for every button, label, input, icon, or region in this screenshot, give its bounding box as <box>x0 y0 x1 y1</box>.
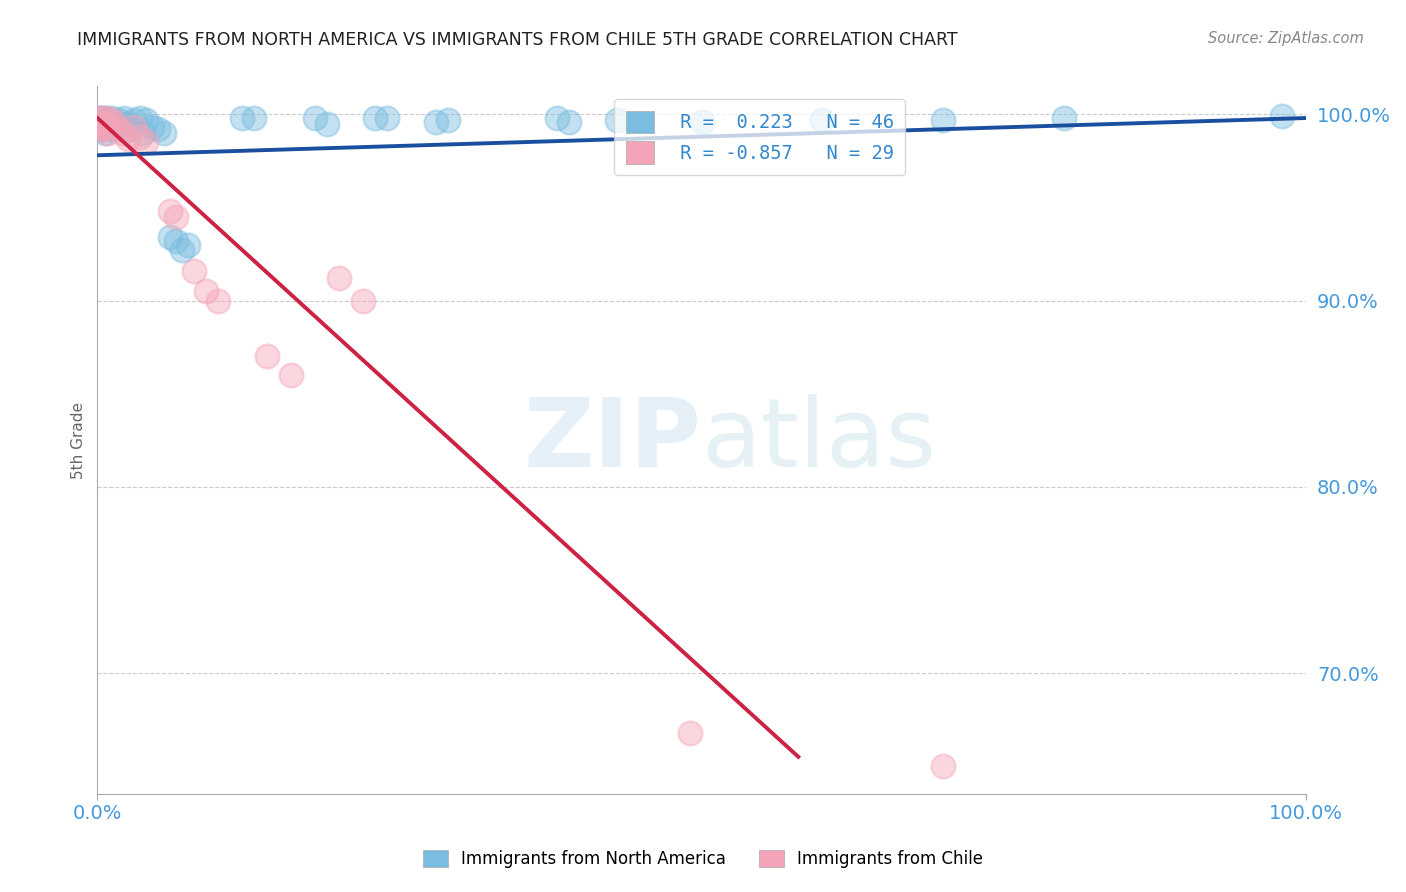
Point <box>110 117 132 131</box>
Text: ZIP: ZIP <box>524 393 702 487</box>
Point <box>101 112 124 127</box>
Point <box>122 120 145 135</box>
Point <box>104 120 127 135</box>
Point <box>101 117 124 131</box>
Point <box>132 126 155 140</box>
Point <box>104 117 127 131</box>
Point <box>135 135 157 149</box>
Point <box>159 204 181 219</box>
Point <box>117 117 139 131</box>
Point <box>98 120 121 135</box>
Point <box>89 117 111 131</box>
Point <box>94 111 117 125</box>
Text: IMMIGRANTS FROM NORTH AMERICA VS IMMIGRANTS FROM CHILE 5TH GRADE CORRELATION CHA: IMMIGRANTS FROM NORTH AMERICA VS IMMIGRA… <box>77 31 957 49</box>
Point <box>96 117 118 131</box>
Point <box>177 237 200 252</box>
Point <box>87 111 110 125</box>
Point <box>93 126 115 140</box>
Point <box>165 210 187 224</box>
Point <box>437 112 460 127</box>
Point <box>93 117 115 131</box>
Point <box>159 230 181 244</box>
Point <box>146 122 169 136</box>
Point <box>195 284 218 298</box>
Point <box>425 114 447 128</box>
Point <box>678 725 700 739</box>
Point <box>93 120 115 135</box>
Point <box>231 111 253 125</box>
Point <box>97 112 120 127</box>
Point <box>1271 109 1294 123</box>
Point <box>153 126 176 140</box>
Point <box>557 114 579 128</box>
Point <box>316 117 339 131</box>
Point <box>377 111 399 125</box>
Point <box>243 111 266 125</box>
Y-axis label: 5th Grade: 5th Grade <box>72 401 86 479</box>
Point <box>932 112 955 127</box>
Point <box>256 350 278 364</box>
Point <box>932 759 955 773</box>
Point <box>120 122 142 136</box>
Point <box>141 120 163 135</box>
Point <box>280 368 302 382</box>
Legend: Immigrants from North America, Immigrants from Chile: Immigrants from North America, Immigrant… <box>416 843 990 875</box>
Point <box>352 293 374 308</box>
Point <box>304 111 326 125</box>
Point <box>546 111 568 125</box>
Point <box>122 112 145 127</box>
Point <box>91 111 114 125</box>
Point <box>100 122 122 136</box>
Point <box>108 122 131 136</box>
Point <box>1053 111 1076 125</box>
Point <box>110 126 132 140</box>
Point <box>90 122 112 136</box>
Text: Source: ZipAtlas.com: Source: ZipAtlas.com <box>1208 31 1364 46</box>
Point <box>135 112 157 127</box>
Text: atlas: atlas <box>702 393 936 487</box>
Point <box>328 271 350 285</box>
Point <box>87 111 110 125</box>
Point <box>207 293 229 308</box>
Point <box>101 111 124 125</box>
Point <box>98 117 121 131</box>
Point <box>94 111 117 125</box>
Point <box>128 111 150 125</box>
Point <box>91 111 114 125</box>
Point <box>811 112 834 127</box>
Point <box>112 111 135 125</box>
Legend:  R =  0.223   N = 46,  R = -0.857   N = 29: R = 0.223 N = 46, R = -0.857 N = 29 <box>614 99 905 175</box>
Point <box>128 129 150 144</box>
Point <box>117 131 139 145</box>
Point <box>606 112 628 127</box>
Point <box>165 234 187 248</box>
Point <box>183 264 205 278</box>
Point <box>108 112 131 127</box>
Point <box>93 117 115 131</box>
Point <box>96 120 118 135</box>
Point <box>170 244 193 258</box>
Point <box>690 114 713 128</box>
Point <box>364 111 387 125</box>
Point <box>89 117 111 131</box>
Point <box>90 122 112 136</box>
Point <box>97 126 120 140</box>
